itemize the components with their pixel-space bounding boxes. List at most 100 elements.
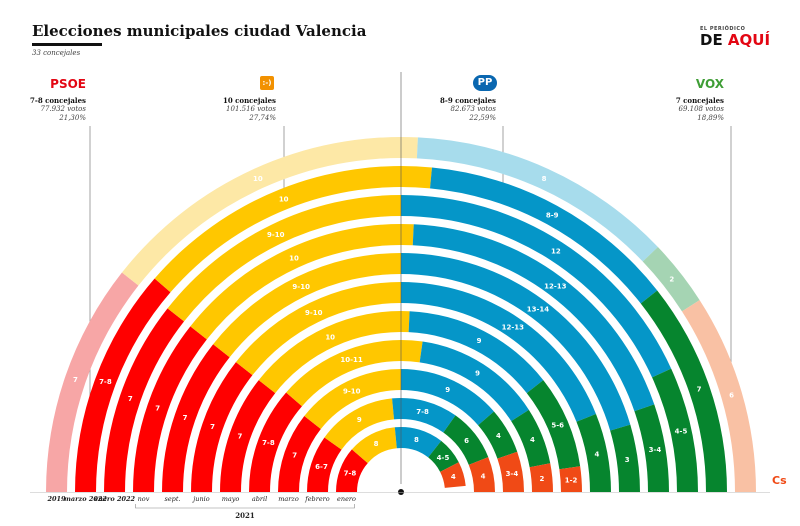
seat-label-psoe-4: 7 bbox=[183, 414, 188, 422]
ring-label-3: nov bbox=[138, 495, 150, 503]
arc-compromis-3 bbox=[190, 224, 414, 340]
arc-psoe-0 bbox=[46, 272, 139, 492]
arc-pp-5 bbox=[401, 282, 596, 422]
ring-label-5: junio bbox=[191, 495, 209, 503]
arc-pp-10 bbox=[394, 426, 442, 458]
arc-compromis-2 bbox=[167, 195, 401, 322]
seat-label-vox-0: 2 bbox=[669, 276, 674, 284]
arc-vox-8 bbox=[478, 411, 518, 459]
page-subtitle: 33 concejales bbox=[32, 49, 81, 57]
seat-label-vox-10: 4-5 bbox=[437, 454, 450, 462]
arc-psoe-3 bbox=[133, 326, 207, 492]
seat-label-psoe-3: 7 bbox=[155, 404, 160, 412]
arc-cs-6 bbox=[559, 466, 582, 492]
seat-label-psoe-0: 7 bbox=[73, 376, 78, 384]
seat-label-compromis-4: 9-10 bbox=[292, 283, 310, 291]
arc-compromis-1 bbox=[154, 166, 432, 293]
seat-label-psoe-5: 7 bbox=[210, 423, 215, 431]
seat-label-pp-2: 12 bbox=[551, 248, 561, 256]
arc-vox-9 bbox=[443, 415, 489, 465]
arc-psoe-8 bbox=[278, 415, 321, 492]
vox-votes: 69.108 votos bbox=[678, 105, 724, 113]
arc-compromis-5 bbox=[235, 282, 401, 376]
arc-vox-6 bbox=[526, 380, 581, 470]
seat-label-psoe-2: 7 bbox=[128, 395, 133, 403]
arc-pp-4 bbox=[401, 253, 631, 431]
seat-label-compromis-3: 10 bbox=[289, 254, 299, 262]
seat-label-pp-10: 8 bbox=[414, 436, 419, 444]
psoe-logo: PSOE bbox=[50, 77, 86, 91]
ring-label-2: enero 2022 bbox=[94, 495, 136, 503]
arc-vox-0 bbox=[642, 247, 700, 312]
seat-label-compromis-9: 9 bbox=[357, 416, 362, 424]
year-2021-label: 2021 bbox=[235, 511, 255, 520]
pp-info: 8-9 concejales 82.673 votos 22,59% bbox=[416, 96, 496, 123]
arc-compromis-0 bbox=[121, 137, 418, 286]
seat-label-compromis-5: 9-10 bbox=[305, 309, 323, 317]
arc-compromis-4 bbox=[213, 253, 401, 358]
seat-label-pp-7: 9 bbox=[475, 370, 480, 378]
arc-psoe-1 bbox=[75, 278, 171, 492]
psoe-votes: 77.932 votos bbox=[40, 105, 86, 113]
seat-label-vox-7: 4 bbox=[530, 436, 535, 444]
ring-label-8: marzo bbox=[278, 495, 299, 503]
seat-label-vox-6: 5-6 bbox=[551, 421, 564, 429]
ring-label-7: abril bbox=[252, 495, 267, 503]
seat-label-psoe-9: 6-7 bbox=[315, 463, 328, 471]
seat-label-pp-9: 7-8 bbox=[416, 408, 429, 416]
pp-votes: 82.673 votos bbox=[450, 105, 496, 113]
seat-label-compromis-10: 8 bbox=[374, 440, 379, 448]
ring-label-1: marzo 2022 bbox=[64, 495, 107, 503]
vox-logo: VOX bbox=[695, 77, 724, 91]
seat-label-pp-4: 13-14 bbox=[527, 306, 550, 314]
psoe-pct: 21,30% bbox=[59, 114, 86, 122]
arc-pp-6 bbox=[408, 311, 544, 394]
arc-vox-4 bbox=[610, 424, 640, 492]
seat-label-psoe-8: 7 bbox=[292, 452, 297, 460]
compromis-logo-icon: :-) bbox=[260, 76, 274, 90]
compromis-pct: 27,74% bbox=[249, 114, 276, 122]
seat-label-psoe-7: 7-8 bbox=[262, 439, 275, 447]
arc-psoe-6 bbox=[220, 380, 276, 492]
seat-label-compromis-6: 10 bbox=[325, 333, 335, 341]
vox-info: 7 concejales 69.108 votos 18,89% bbox=[646, 96, 724, 123]
arc-compromis-6 bbox=[258, 311, 410, 394]
seat-label-vox-2: 4-5 bbox=[675, 428, 688, 436]
seat-label-vox-4: 3 bbox=[625, 456, 630, 464]
seat-label-cs-8: 3-4 bbox=[506, 470, 519, 478]
arc-psoe-10 bbox=[336, 449, 368, 492]
arc-psoe-5 bbox=[191, 362, 253, 492]
brand-logo: EL PERIÓDICO DE AQUÍ bbox=[700, 26, 780, 48]
seat-label-cs-6: 1-2 bbox=[565, 476, 578, 484]
ring-label-10: enero bbox=[337, 495, 356, 503]
seat-label-compromis-7: 10-11 bbox=[340, 356, 363, 364]
seat-label-vox-3: 3-4 bbox=[649, 446, 662, 454]
arc-psoe-4 bbox=[162, 344, 230, 492]
seat-label-compromis-0: 10 bbox=[253, 175, 263, 183]
psoe-seats: 7-8 concejales bbox=[30, 96, 86, 105]
arc-pp-3 bbox=[412, 224, 655, 412]
arc-vox-3 bbox=[634, 404, 669, 492]
arc-cs-7 bbox=[529, 463, 553, 492]
seat-label-psoe-6: 7 bbox=[237, 433, 242, 441]
seat-label-pp-5: 12-13 bbox=[502, 323, 525, 331]
pp-seats: 8-9 concejales bbox=[440, 96, 496, 105]
ring-label-9: febrero bbox=[304, 495, 329, 503]
arc-pp-9 bbox=[392, 398, 456, 433]
brand-main-accent: AQUÍ bbox=[727, 31, 771, 49]
seat-label-psoe-1: 7-8 bbox=[99, 378, 112, 386]
arc-vox-2 bbox=[652, 368, 698, 492]
pp-pct: 22,59% bbox=[469, 114, 496, 122]
arc-pp-7 bbox=[419, 341, 529, 422]
cs-logo: Cs bbox=[772, 474, 787, 487]
compromis-info: 10 concejales 101.516 votos 27,74% bbox=[196, 96, 276, 123]
seat-label-vox-8: 4 bbox=[496, 432, 501, 440]
ring-label-4: sept. bbox=[164, 495, 180, 503]
arc-psoe-2 bbox=[104, 308, 185, 492]
seat-label-cs-0: 6 bbox=[729, 391, 734, 399]
arc-cs-10 bbox=[440, 462, 466, 488]
seat-label-cs-7: 2 bbox=[539, 475, 544, 483]
seat-label-compromis-2: 9-10 bbox=[267, 231, 285, 239]
arc-compromis-8 bbox=[304, 369, 401, 429]
arc-pp-0 bbox=[416, 137, 658, 262]
